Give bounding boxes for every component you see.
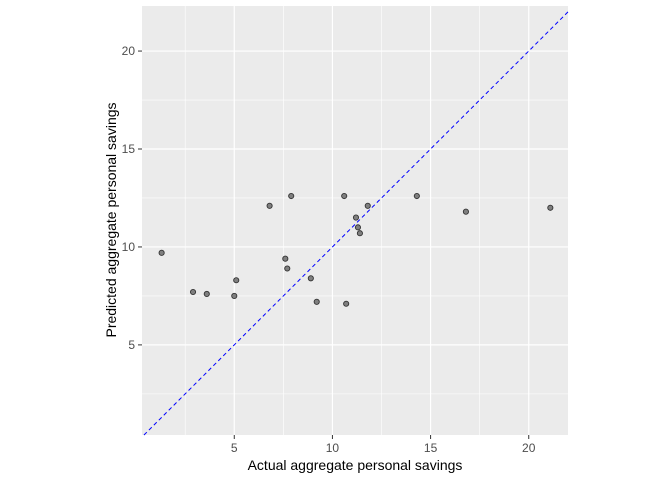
- data-point: [307, 275, 314, 282]
- data-point: [231, 292, 238, 299]
- data-point: [233, 277, 240, 284]
- x-tick-label: 15: [424, 441, 438, 455]
- data-point: [354, 224, 361, 231]
- y-axis-title: Predicted aggregate personal savings: [103, 102, 119, 337]
- y-tick-label: 15: [122, 142, 136, 156]
- y-tick-label: 20: [122, 44, 136, 58]
- data-point: [343, 300, 350, 307]
- x-tick-label: 5: [231, 441, 238, 455]
- data-point: [158, 249, 165, 256]
- data-point: [313, 298, 320, 305]
- data-point: [288, 192, 295, 200]
- data-point: [547, 204, 554, 211]
- data-point: [203, 290, 210, 298]
- x-tick-label: 20: [522, 441, 536, 455]
- data-point: [364, 202, 371, 209]
- identity-reference-line: [143, 11, 569, 436]
- plot-panel: [142, 6, 568, 435]
- y-tick-label: 5: [128, 338, 135, 352]
- data-point: [282, 255, 289, 262]
- data-point: [356, 230, 363, 237]
- x-tick-label: 10: [326, 441, 340, 455]
- identity-line-group: [143, 11, 569, 436]
- x-axis-ticks: 5 10 15 20: [231, 435, 536, 455]
- data-point: [341, 192, 348, 200]
- y-axis-ticks: 5 10 15 20: [122, 44, 142, 352]
- data-point: [413, 192, 420, 200]
- data-point: [462, 208, 469, 215]
- minor-gridlines: [142, 6, 568, 435]
- major-gridlines: [142, 6, 568, 435]
- y-tick-label: 10: [122, 240, 136, 254]
- data-point: [189, 288, 197, 296]
- data-point: [352, 214, 360, 221]
- data-point: [284, 265, 291, 272]
- x-axis-title: Actual aggregate personal savings: [248, 457, 463, 473]
- data-point: [266, 202, 273, 209]
- data-points: [158, 192, 554, 307]
